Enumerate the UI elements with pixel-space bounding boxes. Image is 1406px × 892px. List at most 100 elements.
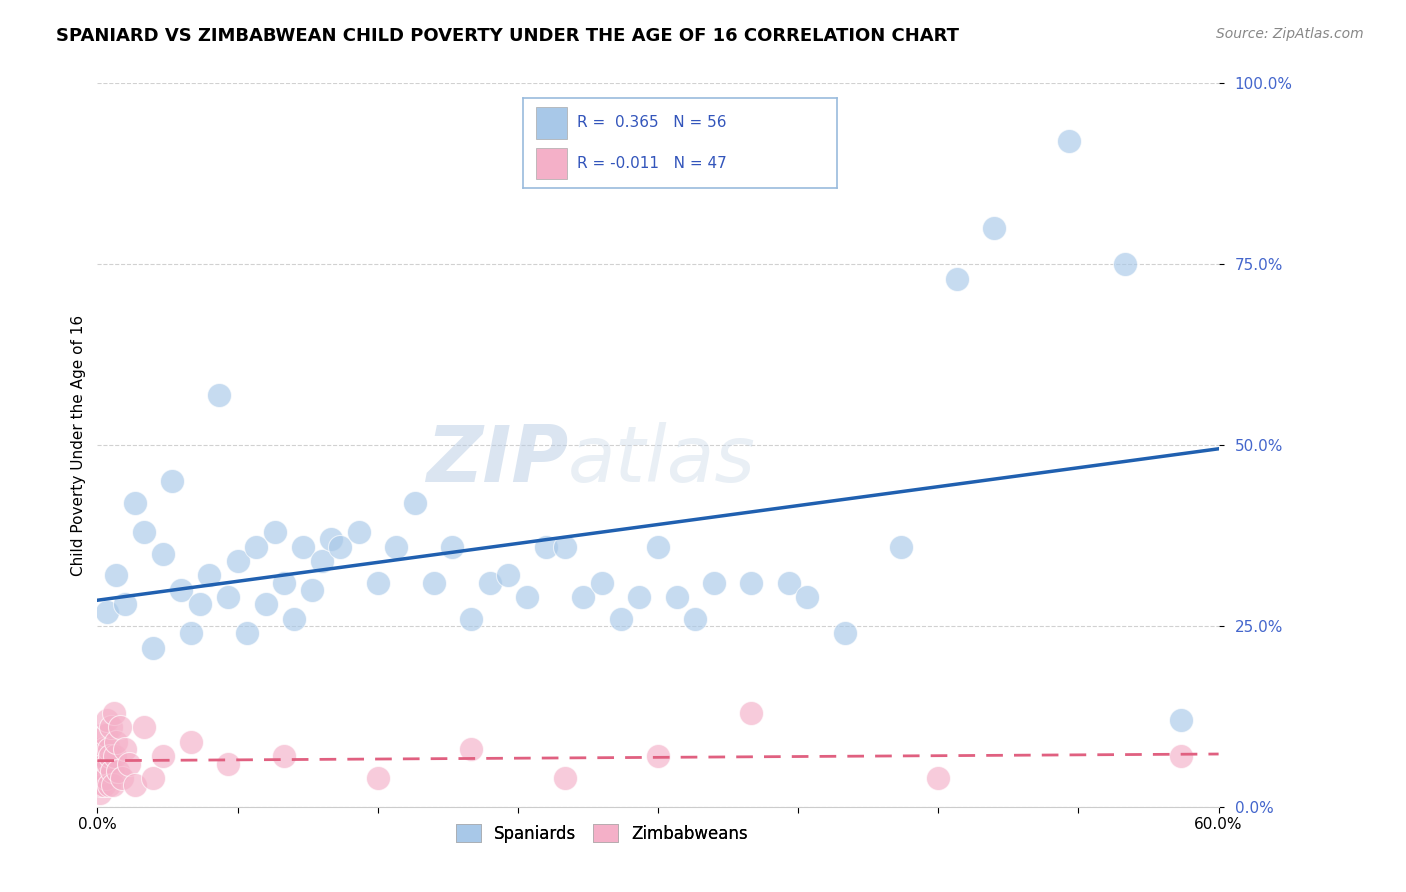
Point — [291, 540, 314, 554]
Point — [114, 742, 136, 756]
Point — [460, 612, 482, 626]
Point — [591, 575, 613, 590]
Point — [217, 756, 239, 771]
Point — [97, 742, 120, 756]
Point — [226, 554, 249, 568]
Point — [142, 771, 165, 785]
Point — [283, 612, 305, 626]
Point — [1170, 713, 1192, 727]
Point — [89, 785, 111, 799]
Point — [91, 764, 114, 778]
Point — [441, 540, 464, 554]
Point — [96, 713, 118, 727]
Point — [628, 590, 651, 604]
Point — [245, 540, 267, 554]
Point — [319, 533, 342, 547]
Point — [94, 764, 117, 778]
Point — [103, 706, 125, 720]
Text: SPANIARD VS ZIMBABWEAN CHILD POVERTY UNDER THE AGE OF 16 CORRELATION CHART: SPANIARD VS ZIMBABWEAN CHILD POVERTY UND… — [56, 27, 959, 45]
Point — [93, 771, 115, 785]
Point — [236, 626, 259, 640]
Point — [665, 590, 688, 604]
Point — [385, 540, 408, 554]
Point — [347, 524, 370, 539]
Point — [422, 575, 444, 590]
Point — [740, 706, 762, 720]
Point — [703, 575, 725, 590]
Point — [87, 778, 110, 792]
Point — [170, 582, 193, 597]
Point — [132, 524, 155, 539]
Point — [460, 742, 482, 756]
Point — [647, 749, 669, 764]
Point — [554, 540, 576, 554]
Point — [100, 749, 122, 764]
Point — [94, 756, 117, 771]
Point — [685, 612, 707, 626]
Point — [273, 575, 295, 590]
Point — [367, 575, 389, 590]
Point — [89, 764, 111, 778]
Point — [96, 771, 118, 785]
Point — [516, 590, 538, 604]
Point — [89, 742, 111, 756]
Point — [796, 590, 818, 604]
Point — [647, 540, 669, 554]
Point — [740, 575, 762, 590]
Point — [124, 778, 146, 792]
Point — [208, 387, 231, 401]
Point — [101, 764, 124, 778]
Point — [188, 598, 211, 612]
Point — [105, 735, 128, 749]
Point — [927, 771, 949, 785]
Point — [98, 778, 121, 792]
Text: ZIP: ZIP — [426, 422, 568, 498]
Point — [124, 496, 146, 510]
Point — [478, 575, 501, 590]
Point — [114, 598, 136, 612]
Point — [404, 496, 426, 510]
Point — [534, 540, 557, 554]
Point — [498, 568, 520, 582]
Point — [100, 720, 122, 734]
Point — [946, 272, 969, 286]
Point — [91, 749, 114, 764]
Text: Source: ZipAtlas.com: Source: ZipAtlas.com — [1216, 27, 1364, 41]
Point — [132, 720, 155, 734]
Point — [890, 540, 912, 554]
Point — [609, 612, 631, 626]
Text: atlas: atlas — [568, 422, 756, 498]
Point — [834, 626, 856, 640]
Point — [983, 221, 1005, 235]
Point — [90, 756, 112, 771]
Point — [301, 582, 323, 597]
Point — [311, 554, 333, 568]
Point — [273, 749, 295, 764]
Point — [96, 605, 118, 619]
Point — [1114, 257, 1136, 271]
Point — [217, 590, 239, 604]
Point — [152, 749, 174, 764]
Legend: Spaniards, Zimbabweans: Spaniards, Zimbabweans — [449, 818, 755, 849]
Point — [1170, 749, 1192, 764]
Point — [91, 728, 114, 742]
Point — [152, 547, 174, 561]
Point — [572, 590, 595, 604]
Point — [198, 568, 221, 582]
Point — [107, 764, 129, 778]
Point — [93, 742, 115, 756]
Point — [554, 771, 576, 785]
Point — [118, 756, 141, 771]
Point — [180, 735, 202, 749]
Y-axis label: Child Poverty Under the Age of 16: Child Poverty Under the Age of 16 — [72, 315, 86, 575]
Point — [1057, 134, 1080, 148]
Point — [105, 568, 128, 582]
Point — [329, 540, 352, 554]
Point — [108, 720, 131, 734]
Point — [778, 575, 800, 590]
Point — [264, 524, 287, 539]
Point — [90, 771, 112, 785]
Point — [111, 771, 134, 785]
Point — [254, 598, 277, 612]
Point — [180, 626, 202, 640]
